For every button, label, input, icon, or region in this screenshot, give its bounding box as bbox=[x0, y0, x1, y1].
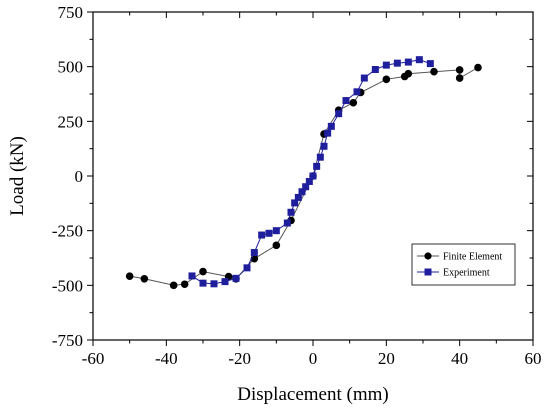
x-axis-title: Displacement (mm) bbox=[237, 384, 388, 405]
y-tick-label: -500 bbox=[52, 276, 83, 295]
data-point-finite-element bbox=[404, 69, 413, 78]
data-point-experiment bbox=[250, 249, 258, 257]
x-tick-label: 60 bbox=[525, 349, 542, 368]
data-point-experiment bbox=[265, 229, 273, 237]
data-point-experiment bbox=[415, 56, 423, 64]
x-tick-label: 40 bbox=[451, 349, 468, 368]
x-tick-label: -60 bbox=[82, 349, 105, 368]
data-point-finite-element bbox=[474, 63, 482, 72]
data-point-experiment bbox=[298, 188, 306, 196]
data-point-experiment bbox=[243, 264, 251, 272]
data-point-finite-element bbox=[125, 272, 134, 280]
data-point-experiment bbox=[302, 183, 310, 191]
data-point-experiment bbox=[305, 177, 313, 185]
data-point-finite-element bbox=[382, 75, 391, 84]
y-tick-label: 0 bbox=[75, 167, 84, 186]
legend-marker-experiment bbox=[424, 268, 432, 276]
data-point-experiment bbox=[342, 97, 350, 105]
data-point-experiment bbox=[283, 219, 291, 227]
plot-area: -60 -40 -20 0 20 40 60 -750 -500 -250 0 250 500 750 bbox=[52, 3, 542, 368]
y-tick-label: -750 bbox=[52, 331, 83, 350]
data-point-experiment bbox=[272, 227, 280, 235]
data-point-finite-element bbox=[455, 66, 464, 74]
data-point-finite-element bbox=[169, 281, 178, 290]
y-tick-label: 500 bbox=[58, 58, 84, 77]
x-tick-label: 0 bbox=[309, 349, 318, 368]
series-layer bbox=[125, 56, 482, 290]
legend-marker-finite-element bbox=[424, 252, 432, 260]
data-point-finite-element bbox=[180, 280, 189, 289]
legend-label-finite-element: Finite Element bbox=[443, 252, 502, 263]
data-point-experiment bbox=[327, 122, 335, 130]
data-point-finite-element bbox=[349, 98, 358, 107]
data-point-finite-element bbox=[430, 67, 438, 76]
data-point-finite-element bbox=[199, 267, 207, 276]
y-tick-label: 750 bbox=[58, 3, 84, 22]
data-point-experiment bbox=[309, 172, 317, 180]
y-tick-label: 250 bbox=[58, 112, 84, 131]
data-point-experiment bbox=[291, 199, 299, 207]
data-point-experiment bbox=[360, 74, 368, 82]
data-point-experiment bbox=[393, 59, 401, 67]
data-point-experiment bbox=[320, 142, 328, 150]
y-axis-title: Load (kN) bbox=[7, 136, 28, 216]
data-point-finite-element bbox=[455, 74, 464, 82]
data-point-experiment bbox=[404, 58, 412, 66]
data-point-experiment bbox=[324, 129, 332, 137]
legend: Finite Element Experiment bbox=[411, 243, 516, 286]
data-point-experiment bbox=[382, 61, 390, 69]
data-point-finite-element bbox=[140, 274, 149, 283]
data-point-experiment bbox=[294, 193, 302, 201]
data-point-finite-element bbox=[272, 241, 281, 250]
data-point-experiment bbox=[258, 231, 266, 239]
data-point-experiment bbox=[316, 153, 324, 161]
data-point-experiment bbox=[188, 272, 196, 280]
x-tick-label: -40 bbox=[155, 349, 178, 368]
data-point-experiment bbox=[287, 208, 295, 216]
data-point-experiment bbox=[371, 66, 379, 74]
data-point-experiment bbox=[221, 278, 229, 286]
legend-box bbox=[411, 243, 516, 286]
y-tick-label: -250 bbox=[52, 222, 83, 241]
x-tick-label: 20 bbox=[378, 349, 395, 368]
data-point-experiment bbox=[210, 280, 218, 288]
x-tick-label: -20 bbox=[228, 349, 251, 368]
data-point-experiment bbox=[353, 88, 361, 96]
ticks-layer: -60 -40 -20 0 20 40 60 -750 -500 -250 0 250 500 750 bbox=[52, 3, 542, 368]
legend-label-experiment: Experiment bbox=[443, 268, 490, 279]
series-line-experiment bbox=[191, 59, 431, 285]
data-point-experiment bbox=[335, 110, 343, 118]
data-point-experiment bbox=[426, 60, 434, 68]
data-point-experiment bbox=[232, 274, 240, 282]
data-point-experiment bbox=[313, 162, 321, 170]
data-point-experiment bbox=[199, 279, 207, 287]
